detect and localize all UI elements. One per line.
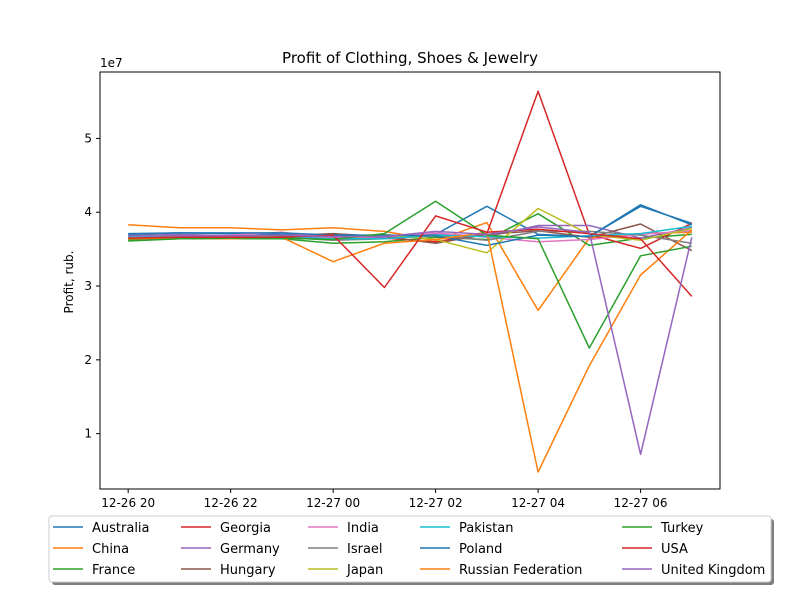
legend-label: China: [92, 542, 129, 557]
x-tick-label: 12-27 02: [409, 496, 463, 510]
legend-label: Hungary: [220, 563, 276, 578]
series-line-united-kingdom: [128, 226, 693, 456]
legend-label: Pakistan: [459, 521, 513, 536]
x-tick-label: 12-27 06: [614, 496, 668, 510]
x-tick-label: 12-26 22: [204, 496, 258, 510]
legend-box: [48, 515, 772, 583]
legend-label: Israel: [347, 542, 383, 557]
legend-label: Japan: [346, 563, 383, 578]
legend-label: Poland: [459, 542, 502, 557]
y-tick-label: 5: [84, 131, 92, 145]
legend: Australia China France Georgia Germany Hungar…: [48, 515, 774, 585]
y-axis-offset-text: 1e7: [100, 56, 123, 70]
legend-label: Georgia: [220, 521, 271, 536]
x-axis: 12-26 20 12-26 22 12-27 00 12-27 02 12-27 04…: [101, 489, 668, 510]
series-line-usa: [128, 215, 693, 297]
y-tick-label: 3: [84, 279, 92, 293]
series-lines: [128, 90, 693, 473]
x-tick-label: 12-27 04: [511, 496, 565, 510]
x-tick-label: 12-27 00: [306, 496, 360, 510]
legend-label: Australia: [92, 521, 150, 536]
x-tick-label: 12-26 20: [101, 496, 155, 510]
series-line-turkey: [128, 200, 692, 349]
plot-frame: [99, 71, 721, 490]
legend-label: Russian Federation: [459, 563, 582, 578]
y-axis: 1 2 3 4 5: [84, 131, 100, 441]
legend-label: Turkey: [660, 521, 704, 536]
chart-title: Profit of Clothing, Shoes & Jewelry: [282, 49, 538, 67]
legend-label: Germany: [220, 542, 280, 557]
y-tick-label: 4: [84, 205, 92, 219]
y-axis-label: Profit, rub.: [62, 251, 76, 314]
series-line-poland: [128, 204, 693, 247]
legend-label: France: [92, 563, 135, 578]
y-tick-label: 2: [84, 353, 92, 367]
legend-label: USA: [661, 542, 688, 557]
y-tick-label: 1: [84, 427, 92, 441]
legend-label: India: [347, 521, 379, 536]
legend-label: United Kingdom: [661, 563, 765, 578]
